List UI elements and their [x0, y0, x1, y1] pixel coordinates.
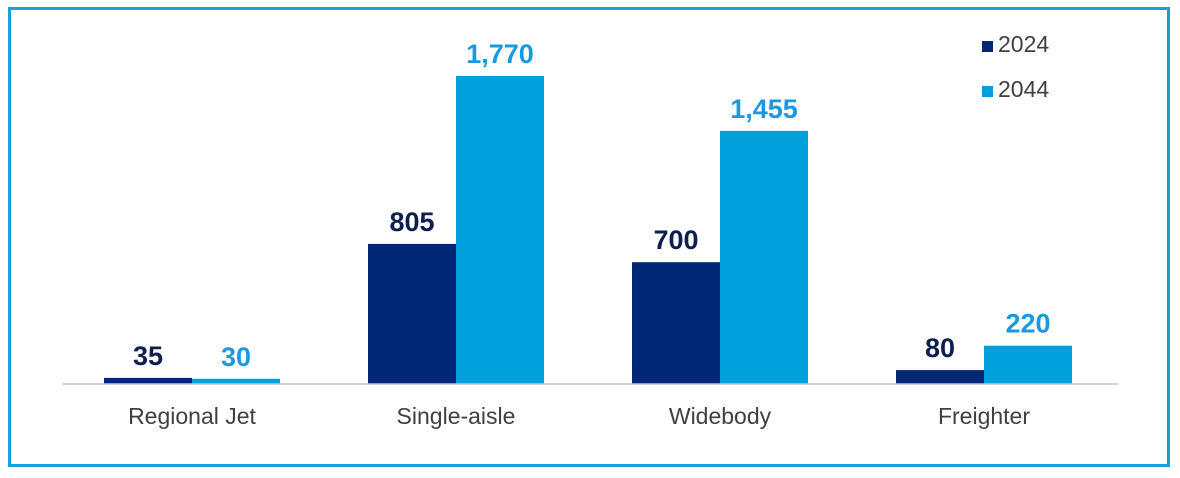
value-label-widebody-2024: 700: [653, 225, 698, 255]
bar-regional-jet-2024: [104, 377, 192, 384]
legend-label-2044: 2044: [998, 76, 1049, 102]
value-label-single-aisle-2024: 805: [389, 207, 434, 237]
bar-freighter-2044: [984, 345, 1072, 384]
legend-label-2024: 2024: [998, 31, 1049, 57]
bar-regional-jet-2044: [192, 378, 280, 384]
legend-swatch-2024: [982, 41, 993, 52]
value-label-regional-jet-2024: 35: [133, 341, 163, 371]
category-labels-layer: Regional Jet Single-aisle Widebody Freighte…: [128, 403, 1030, 429]
bar-freighter-2024: [896, 370, 984, 384]
bar-single-aisle-2044: [456, 76, 544, 384]
bar-widebody-2044: [720, 130, 808, 384]
category-label-freighter: Freighter: [938, 403, 1030, 429]
chart-frame: [8, 7, 1170, 467]
category-label-regional-jet: Regional Jet: [128, 403, 256, 429]
value-label-widebody-2044: 1,455: [730, 94, 798, 124]
value-label-regional-jet-2044: 30: [221, 342, 251, 372]
value-label-freighter-2024: 80: [925, 333, 955, 363]
bar-single-aisle-2024: [368, 243, 456, 384]
legend: 2024 2044: [982, 31, 1049, 102]
value-label-single-aisle-2044: 1,770: [466, 39, 534, 69]
legend-swatch-2044: [982, 86, 993, 97]
value-label-freighter-2044: 220: [1005, 309, 1050, 339]
bar-widebody-2024: [632, 262, 720, 384]
category-label-single-aisle: Single-aisle: [397, 403, 516, 429]
category-label-widebody: Widebody: [669, 403, 772, 429]
bars-layer: [104, 76, 1072, 384]
value-labels-layer: 35 30 805 1,770 700 1,455 80 220: [133, 39, 1051, 372]
